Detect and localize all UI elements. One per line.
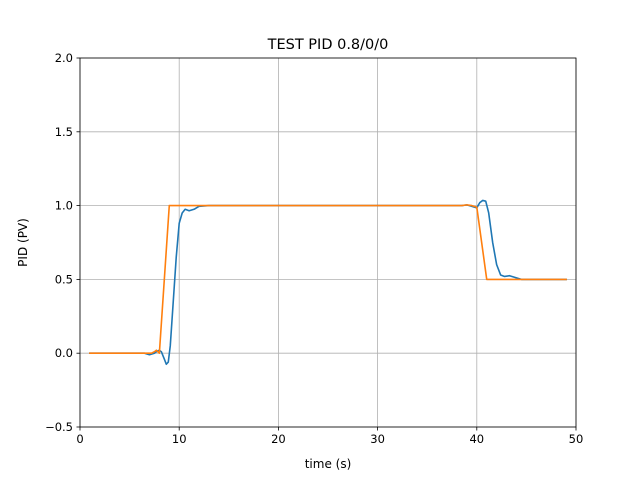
series-line-2 [89,204,567,355]
chart-title: TEST PID 0.8/0/0 [267,37,389,53]
x-axis-label: time (s) [305,457,352,471]
y-tick-label: −0.5 [45,420,73,434]
series-lines [89,199,567,366]
x-tick-label: 40 [469,432,484,446]
x-tick-label: 50 [569,432,584,446]
axis-ticks: 0 10 20 30 40 50 −0.5 0.0 0.5 1.0 1.5 2.0 [45,51,583,446]
y-axis-label: PID (PV) [16,218,30,267]
x-tick-label: 10 [172,432,187,446]
y-tick-label: 0.0 [55,346,73,360]
axes-frame [79,57,577,428]
y-tick-label: 1.0 [55,199,73,213]
y-tick-label: 2.0 [55,51,73,65]
y-tick-label: 1.5 [55,125,73,139]
x-tick-label: 30 [370,432,385,446]
x-tick-label: 0 [76,432,83,446]
y-tick-label: 0.5 [55,272,73,286]
x-tick-label: 20 [271,432,286,446]
